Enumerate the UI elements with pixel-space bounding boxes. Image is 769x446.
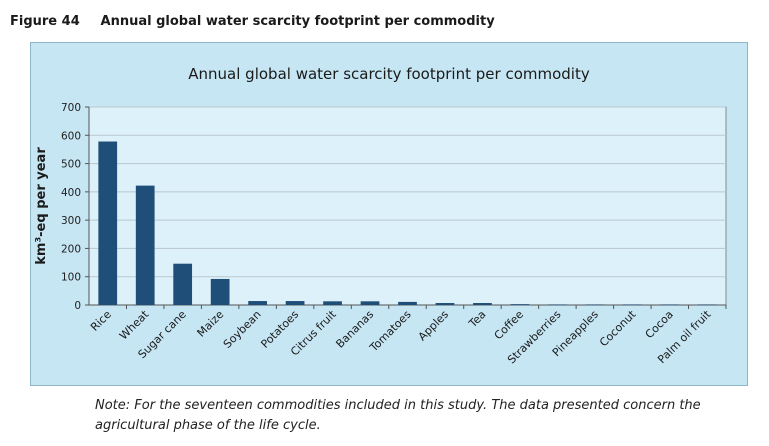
y-tick-label: 700: [61, 102, 81, 114]
bar-soybean: [248, 301, 267, 305]
bar-citrus-fruit: [323, 301, 342, 305]
chart-title: Annual global water scarcity footprint p…: [188, 65, 590, 83]
y-tick-label: 500: [61, 159, 81, 171]
y-tick-label: 400: [61, 187, 81, 199]
x-tick-label: Coconut: [597, 307, 639, 349]
y-tick-label: 300: [61, 215, 81, 227]
x-tick-label: Soybean: [221, 308, 264, 351]
bar-bananas: [360, 301, 380, 305]
bar-sugar-cane: [173, 263, 193, 305]
figure-note: Note: For the seventeen commodities incl…: [95, 398, 701, 433]
x-tick-label: Tea: [466, 308, 489, 331]
figure-caption: Annual global water scarcity footprint p…: [100, 14, 495, 29]
y-tick-label: 0: [74, 300, 81, 312]
bar-rice: [98, 141, 118, 305]
x-tick-label: Maize: [195, 308, 227, 340]
bar-tea: [473, 303, 492, 305]
bar-palm-oil-fruit: [697, 304, 717, 305]
chart-frame: Annual global water scarcity footprint p…: [30, 42, 748, 386]
bar-wheat: [135, 185, 155, 305]
figure-header: Figure 44 Annual global water scarcity f…: [10, 14, 495, 29]
bar-pineapples: [585, 304, 605, 305]
bar-coffee: [510, 304, 530, 305]
x-tick-label: Apples: [416, 308, 452, 344]
y-tick-label: 100: [61, 272, 81, 284]
x-tick-label: Rice: [88, 308, 114, 334]
x-tick-label: Wheat: [117, 307, 152, 342]
x-tick-label: Coffee: [492, 308, 526, 342]
bar-coconut: [622, 304, 642, 305]
bar-apples: [435, 303, 455, 305]
bar-tomatoes: [398, 301, 417, 305]
bar-maize: [210, 278, 230, 305]
bar-potatoes: [285, 301, 305, 305]
plot-area: [88, 106, 727, 306]
y-axis-label: km³-eq per year: [34, 147, 49, 265]
y-tick-label: 200: [61, 243, 81, 255]
x-tick-label: Cocoa: [643, 308, 676, 341]
bar-strawberries: [548, 304, 567, 305]
bar-chart: 0 100 200 300 400 500 600 700 km³-eq per year Ric…: [34, 102, 727, 366]
figure-number: Figure 44: [10, 14, 80, 29]
y-tick-label: 600: [61, 130, 81, 142]
bar-cocoa: [660, 304, 680, 305]
